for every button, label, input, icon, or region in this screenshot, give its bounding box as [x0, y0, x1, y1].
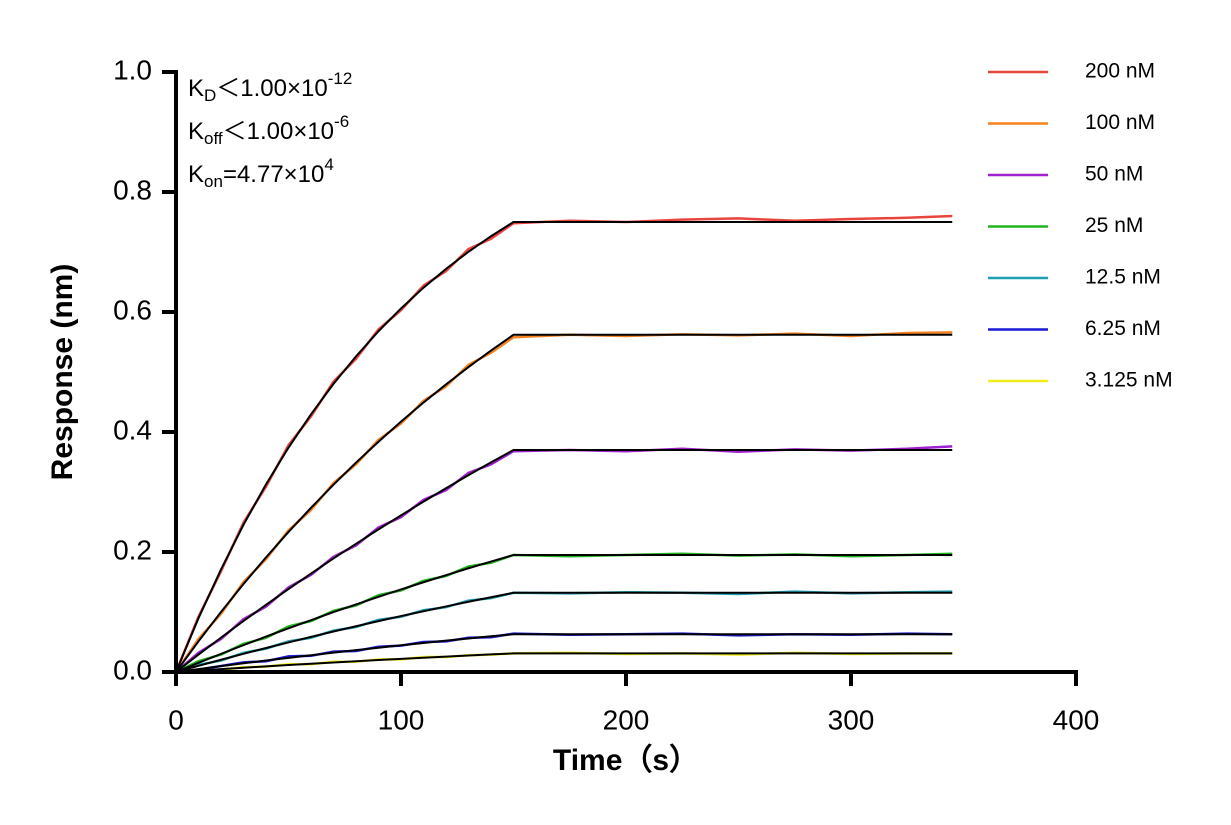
- fit-line: [175, 652, 953, 673]
- fit-line: [175, 449, 953, 673]
- y-tick-label: 1.0: [113, 54, 152, 85]
- y-tick-label: 0.8: [113, 174, 152, 205]
- annotation-sub: off: [204, 129, 223, 148]
- data-line: [174, 214, 953, 673]
- x-tick-label: 100: [378, 704, 425, 735]
- fit-line: [175, 633, 953, 673]
- annotation-sup: 4: [324, 155, 333, 174]
- x-tick-label: 0: [168, 704, 184, 735]
- annotation-base: K: [188, 161, 204, 188]
- annotation: Koff＜1.00×10-6: [188, 112, 349, 148]
- y-tick-label: 0.2: [113, 534, 152, 565]
- annotation-base: K: [188, 75, 204, 102]
- annotation-sup: -6: [334, 112, 349, 131]
- data-line: [175, 445, 953, 673]
- annotation-text: =4.77×10: [223, 161, 324, 188]
- annotation-base: K: [188, 118, 204, 145]
- annotation: KD＜1.00×10-12: [188, 69, 352, 105]
- legend-label: 12.5 nM: [1085, 266, 1161, 289]
- data-line: [175, 590, 953, 674]
- y-tick-label: 0.4: [113, 414, 152, 445]
- legend-label: 6.25 nM: [1085, 317, 1161, 340]
- y-axis-title: Response (nm): [46, 264, 79, 481]
- x-tick-label: 400: [1053, 704, 1100, 735]
- fit-line: [175, 554, 953, 673]
- legend-label: 3.125 nM: [1085, 369, 1173, 392]
- annotation-text: ＜1.00×10: [223, 118, 334, 145]
- fit-line: [175, 591, 953, 673]
- annotation-sup: -12: [328, 69, 353, 88]
- annotation-sub: D: [204, 86, 216, 105]
- legend-label: 25 nM: [1085, 214, 1143, 237]
- y-tick-label: 0.0: [113, 654, 152, 685]
- x-tick-label: 300: [828, 704, 875, 735]
- legend-label: 50 nM: [1085, 163, 1143, 186]
- fit-line: [175, 333, 953, 673]
- legend-label: 200 nM: [1085, 60, 1155, 83]
- data-line: [174, 331, 953, 673]
- legend-label: 100 nM: [1085, 111, 1155, 134]
- annotation-sub: on: [204, 172, 223, 191]
- x-axis-title: Time（s）: [553, 743, 699, 777]
- y-tick-label: 0.6: [113, 294, 152, 325]
- x-tick-label: 200: [603, 704, 650, 735]
- annotation: Kon=4.77×104: [188, 155, 334, 191]
- fit-line: [175, 221, 953, 673]
- annotation-text: ＜1.00×10: [216, 75, 327, 102]
